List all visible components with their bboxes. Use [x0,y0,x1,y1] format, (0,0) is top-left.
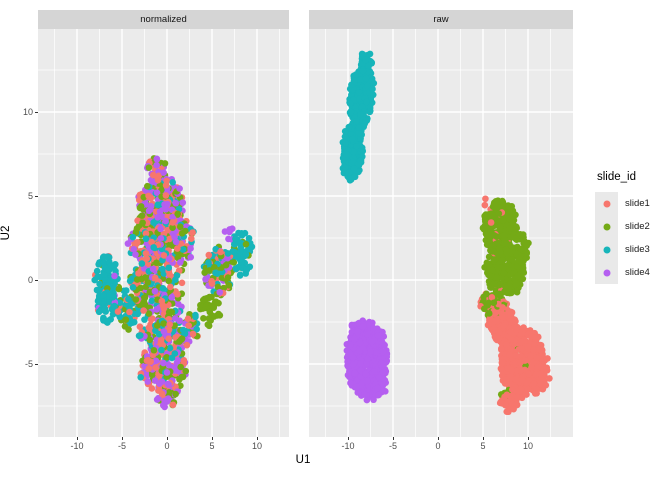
legend-item-slide2: slide2 [595,215,671,238]
legend-key [595,238,618,261]
x-tick-label: 10 [522,441,533,451]
y-tick-mark [35,195,38,197]
y-tick-label: 0 [27,274,33,285]
y-tick-label: 10 [22,106,33,117]
x-tick-label: -5 [117,441,126,451]
x-tick-label: 0 [435,441,441,451]
legend-item-slide3: slide3 [595,238,671,261]
x-tick-label: -10 [70,441,84,451]
x-tick-mark [166,437,168,440]
facet-strip-label: raw [433,14,449,25]
facet-strip-normalized: normalized [38,10,289,29]
legend-key [595,261,618,284]
panel-normalized [38,29,289,437]
y-tick-label: 5 [27,190,33,201]
legend-item-label: slide2 [625,221,650,232]
x-tick-mark [347,437,349,440]
x-tick-mark [76,437,78,440]
y-tick-mark [35,279,38,281]
legend-point-icon [603,223,610,230]
legend-item-label: slide3 [625,244,650,255]
x-tick-mark [392,437,394,440]
x-tick-mark [256,437,258,440]
panel-raw [309,29,573,437]
legend-key [595,192,618,215]
legend: slide_id slide1 slide2 slide3 slide4 [595,171,671,284]
x-tick-label: 5 [209,441,215,451]
legend-point-icon [603,269,610,276]
x-tick-mark [121,437,123,440]
x-tick-label: 10 [251,441,262,451]
facet-strip-raw: raw [309,10,573,29]
y-tick-mark [35,363,38,365]
x-tick-mark [527,437,529,440]
x-tick-label: 0 [164,441,170,451]
legend-key [595,215,618,238]
legend-item-label: slide1 [625,198,650,209]
x-tick-mark [482,437,484,440]
legend-item-label: slide4 [625,267,650,278]
facet-strip-label: normalized [140,14,187,25]
x-tick-mark [437,437,439,440]
y-axis-title: U2 [0,225,12,241]
legend-items: slide1 slide2 slide3 slide4 [595,192,671,284]
x-tick-label: 5 [480,441,486,451]
y-tick-label: -5 [24,358,33,369]
legend-title: slide_id [597,171,636,183]
x-axis-title: U1 [295,454,311,466]
y-tick-mark [35,111,38,113]
legend-item-slide4: slide4 [595,261,671,284]
legend-point-icon [603,246,610,253]
x-tick-mark [211,437,213,440]
x-tick-label: -10 [341,441,355,451]
legend-item-slide1: slide1 [595,192,671,215]
legend-point-icon [603,200,610,207]
x-tick-label: -5 [388,441,397,451]
